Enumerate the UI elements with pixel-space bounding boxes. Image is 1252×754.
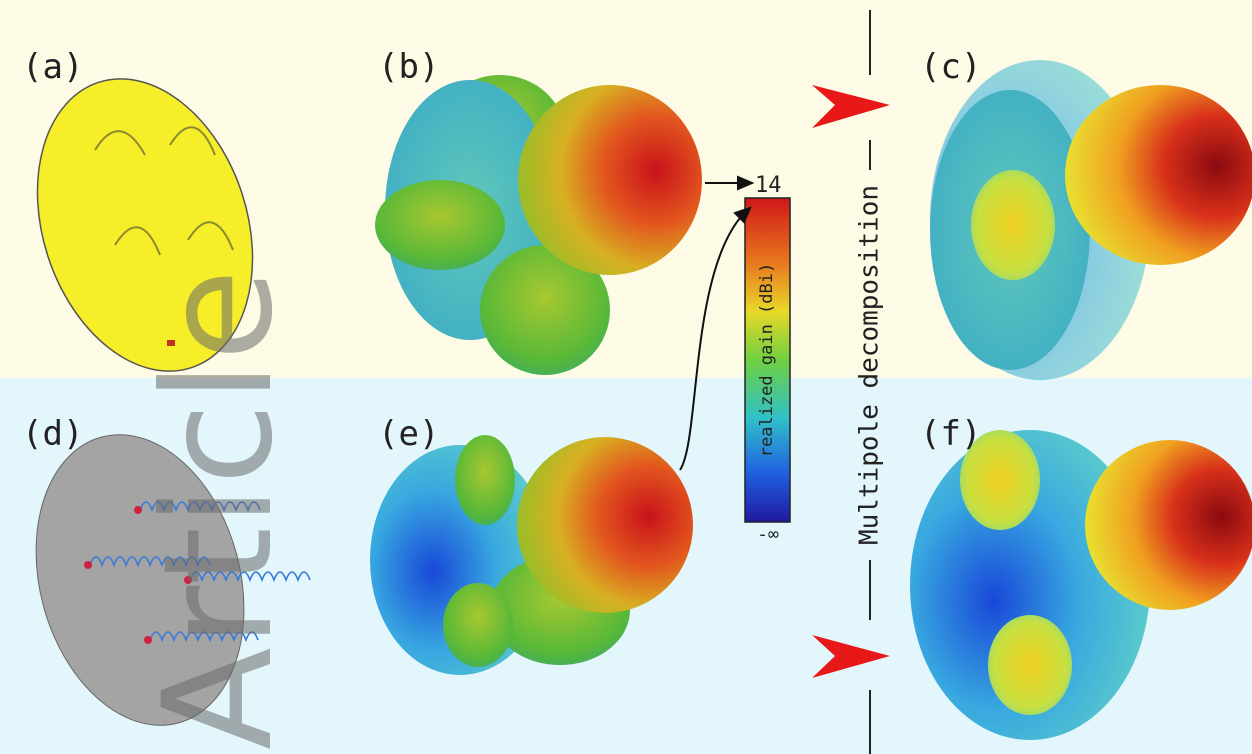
- panel-label: (a): [22, 47, 83, 87]
- colorbar-min: -∞: [757, 524, 779, 545]
- colorbar-max: 14: [755, 173, 782, 198]
- side-label: Multipole decomposition: [855, 185, 885, 545]
- panel-label: (c): [920, 47, 981, 87]
- colorbar-title: realized gain (dBi): [757, 263, 777, 457]
- watermark: Article: [132, 269, 306, 750]
- panel-label: (b): [378, 47, 439, 87]
- panel-label: (e): [378, 414, 439, 454]
- panel-label: (d): [22, 414, 83, 454]
- panel-label: (f): [920, 414, 981, 454]
- figure: realized gain (dBi) 14 -∞ Multipole deco…: [0, 0, 1252, 754]
